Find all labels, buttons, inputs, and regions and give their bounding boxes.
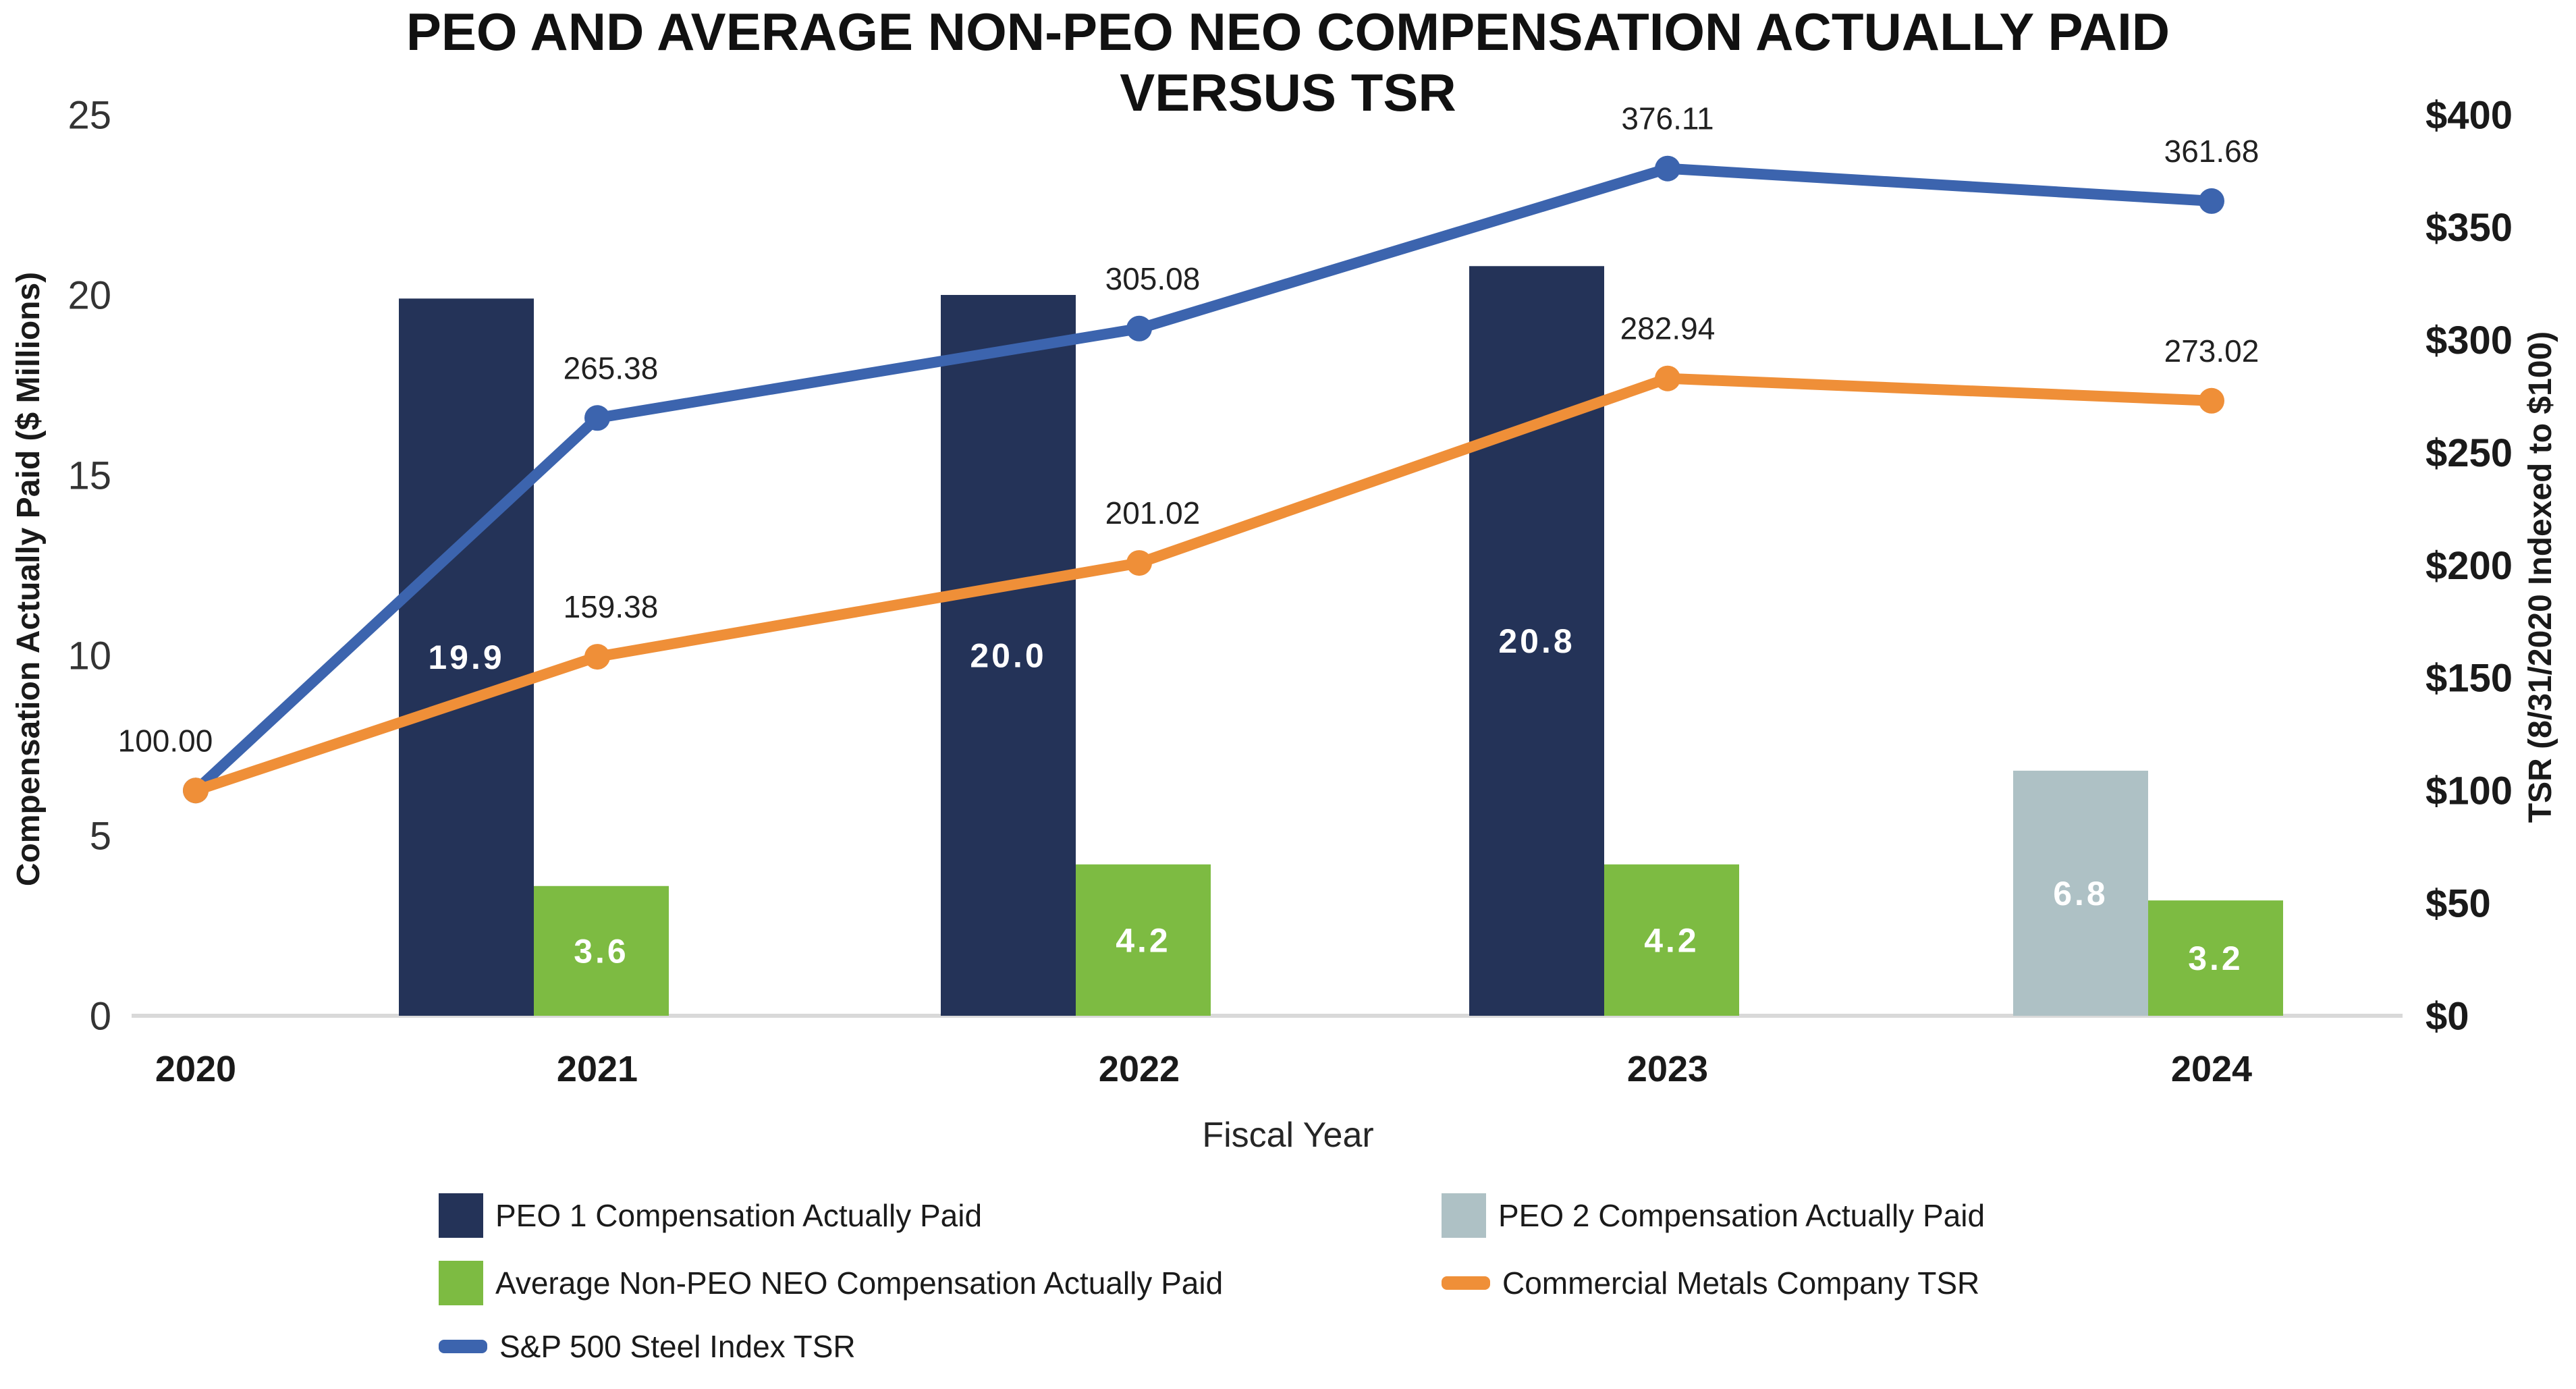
line-marker [1126, 315, 1152, 342]
chart-title: PEO AND AVERAGE NON-PEO NEO COMPENSATION… [0, 1, 2576, 124]
line-value-label: 201.02 [1105, 495, 1201, 530]
bar-2022 [941, 295, 1076, 1016]
bar-2023 [1469, 266, 1604, 1016]
line-value-label: 159.38 [564, 589, 659, 624]
line-value-label: 305.08 [1105, 261, 1201, 296]
legend-item-peo1: PEO 1 Compensation Actually Paid [439, 1193, 1442, 1238]
bar-2024 [2148, 900, 2283, 1016]
legend-label: PEO 2 Compensation Actually Paid [1498, 1198, 1985, 1233]
line-marker [1126, 550, 1152, 576]
right-axis-tick-label: $0 [2426, 994, 2469, 1038]
line-marker [584, 644, 610, 670]
line-marker [1655, 365, 1680, 391]
line-value-label: 273.02 [2164, 333, 2259, 369]
bar-value-label: 4.2 [1116, 921, 1171, 959]
right-axis-tick-label: $200 [2426, 544, 2513, 588]
bar-value-label: 19.9 [428, 638, 504, 676]
x-axis-tick-label-2020: 2020 [155, 1049, 236, 1089]
bar-value-label: 6.8 [2053, 875, 2108, 913]
right-axis-tick-label: $400 [2426, 93, 2513, 137]
left-axis-tick-label: 0 [90, 994, 111, 1038]
bar-2021 [534, 886, 669, 1016]
left-axis-tick-label: 20 [67, 273, 111, 317]
bar-2024 [2013, 770, 2148, 1016]
line-marker [1655, 155, 1680, 182]
left-axis-title: Compensation Actually Paid ($ Millions) [11, 272, 47, 886]
line-value-label: 265.38 [564, 350, 659, 385]
line-marker [584, 405, 610, 431]
legend-item-sp500-steel-tsr: S&P 500 Steel Index TSR [439, 1328, 1442, 1365]
x-axis-title: Fiscal Year [1202, 1116, 1374, 1155]
line-marker [2199, 188, 2224, 214]
left-axis-tick-label: 25 [67, 93, 111, 137]
bar-value-label: 20.8 [1498, 622, 1574, 660]
legend-label: PEO 1 Compensation Actually Paid [495, 1198, 983, 1233]
legend-label: S&P 500 Steel Index TSR [499, 1329, 856, 1364]
right-axis-tick-label: $350 [2426, 206, 2513, 250]
bar-value-label: 20.0 [970, 637, 1046, 675]
line-value-label: 100.00 [118, 723, 213, 758]
chart-legend: PEO 1 Compensation Actually Paid PEO 2 C… [439, 1193, 1985, 1365]
x-axis-tick-label-2024: 2024 [2171, 1049, 2252, 1089]
line-value-label: 361.68 [2164, 134, 2259, 169]
cmc-tsr-line-swatch-icon [1442, 1276, 1490, 1290]
x-axis-tick-label-2022: 2022 [1099, 1049, 1180, 1089]
legend-label: Average Non-PEO NEO Compensation Actuall… [495, 1265, 1224, 1301]
right-axis-tick-label: $250 [2426, 431, 2513, 475]
right-axis-title: TSR (8/31/2020 Indexed to $100) [2523, 331, 2558, 823]
peo2-swatch-icon [1442, 1193, 1486, 1238]
right-axis-tick-label: $50 [2426, 881, 2491, 925]
left-axis-tick-label: 10 [67, 634, 111, 678]
peo1-swatch-icon [439, 1193, 483, 1238]
bar-value-label: 4.2 [1644, 921, 1699, 959]
x-axis-tick-label-2023: 2023 [1627, 1049, 1708, 1089]
legend-item-cmc-tsr: Commercial Metals Company TSR [1442, 1261, 1985, 1305]
right-axis-tick-label: $100 [2426, 769, 2513, 813]
left-axis-tick-label: 5 [90, 814, 111, 858]
chart-title-line2: VERSUS TSR [1120, 63, 1456, 123]
line-value-label: 376.11 [1621, 101, 1714, 136]
legend-item-avg-neo: Average Non-PEO NEO Compensation Actuall… [439, 1261, 1442, 1305]
right-axis-tick-label: $150 [2426, 657, 2513, 701]
sp500-steel-line-swatch-icon [439, 1340, 487, 1353]
legend-label: Commercial Metals Company TSR [1502, 1265, 1980, 1301]
left-axis-tick-label: 15 [67, 454, 111, 497]
bar-value-label: 3.2 [2188, 939, 2243, 977]
legend-item-peo2: PEO 2 Compensation Actually Paid [1442, 1193, 1985, 1238]
line-value-label: 282.94 [1620, 311, 1716, 346]
bar-value-label: 3.6 [574, 932, 629, 970]
bar-2023 [1604, 864, 1739, 1016]
line-marker [2199, 387, 2224, 414]
bar-2021 [399, 298, 534, 1016]
avg-neo-swatch-icon [439, 1261, 483, 1305]
x-axis-tick-label-2021: 2021 [557, 1049, 638, 1089]
right-axis-tick-label: $300 [2426, 319, 2513, 362]
chart-title-line1: PEO AND AVERAGE NON-PEO NEO COMPENSATION… [406, 2, 2170, 61]
line-marker [183, 778, 209, 804]
bar-2022 [1076, 864, 1211, 1016]
